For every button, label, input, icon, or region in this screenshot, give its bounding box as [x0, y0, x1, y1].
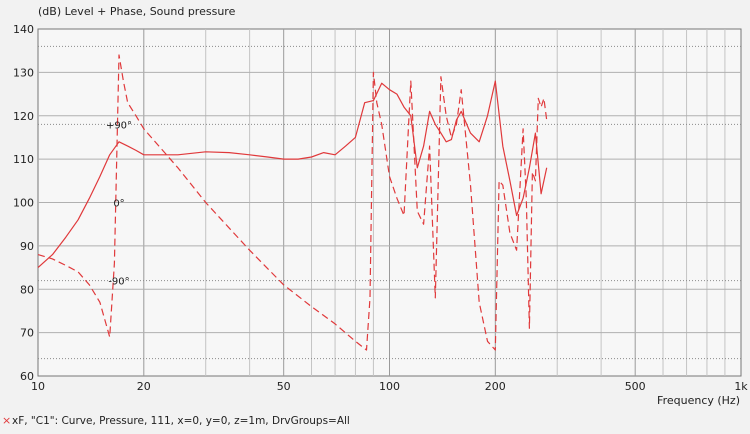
phase-labels: +90° 0° -90° [106, 120, 132, 287]
y-tick-label: 110 [13, 153, 34, 166]
y-tick-label: 130 [13, 66, 34, 79]
y-tick-label: 70 [20, 327, 34, 340]
y-tick-label: 100 [13, 197, 34, 210]
series [37, 54, 548, 351]
legend-entry: xF, "C1": Curve, Pressure, 111, x=0, y=0… [12, 415, 350, 427]
phase-label: +90° [106, 120, 132, 131]
legend-marker: × [2, 414, 11, 427]
y-tick-label: 120 [13, 110, 34, 123]
y-tick-label: 80 [20, 283, 34, 296]
phase-label: -90° [108, 277, 129, 288]
x-tick-label: 100 [379, 380, 400, 393]
phase-reference-lines [38, 45, 741, 360]
x-axis-label: Frequency (Hz) [657, 394, 740, 407]
x-tick-label: 200 [485, 380, 506, 393]
y-axis-ticks: 60 70 80 90 100 110 120 130 140 [13, 23, 34, 383]
y-tick-label: 60 [20, 370, 34, 383]
x-tick-label: 20 [137, 380, 151, 393]
series-line-phase [37, 54, 548, 351]
x-tick-label: 1k [734, 380, 748, 393]
y-tick-label: 90 [20, 240, 34, 253]
x-tick-label: 50 [277, 380, 291, 393]
series-line-level [37, 80, 548, 269]
phase-label: 0° [113, 199, 124, 210]
x-tick-label: 500 [625, 380, 646, 393]
x-tick-label: 10 [31, 380, 45, 393]
y-tick-label: 140 [13, 23, 34, 36]
chart-title: (dB) Level + Phase, Sound pressure [38, 5, 236, 18]
grid [38, 29, 741, 376]
x-axis-ticks: 10 20 50 100 200 500 1k [31, 380, 748, 393]
